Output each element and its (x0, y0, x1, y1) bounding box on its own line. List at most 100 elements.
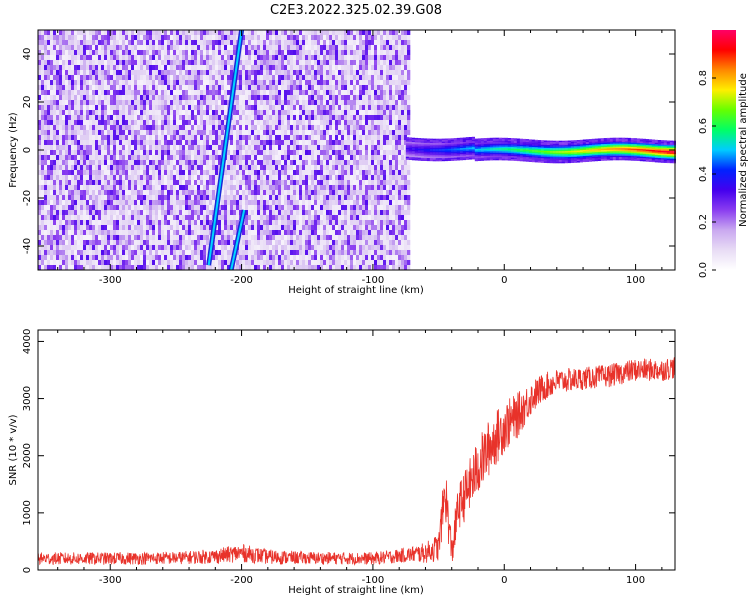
heatmap-cell (200, 195, 204, 200)
heatmap-cell (44, 95, 48, 100)
heatmap-cell (83, 260, 87, 265)
heatmap-cell (338, 40, 342, 45)
heatmap-cell (320, 230, 324, 235)
heatmap-cell (275, 210, 279, 215)
heatmap-cell (41, 130, 45, 135)
heatmap-cell (104, 210, 108, 215)
heatmap-cell (194, 150, 198, 155)
heatmap-cell (311, 50, 315, 55)
heatmap-cell (347, 220, 351, 225)
heatmap-cell (200, 150, 204, 155)
heatmap-cell (161, 220, 165, 225)
heatmap-cell (143, 185, 147, 190)
heatmap-cell (77, 85, 81, 90)
heatmap-cell (101, 90, 105, 95)
heatmap-cell (53, 70, 57, 75)
heatmap-cell (137, 125, 141, 130)
heatmap-cell (293, 165, 297, 170)
heatmap-cell (203, 250, 207, 255)
heatmap-cell (254, 100, 258, 105)
heatmap-cell (311, 250, 315, 255)
heatmap-cell (41, 260, 45, 265)
heatmap-cell (197, 265, 201, 270)
heatmap-cell (314, 60, 318, 65)
heatmap-cell (59, 85, 63, 90)
heatmap-cell (308, 30, 312, 35)
heatmap-cell (329, 155, 333, 160)
heatmap-cell (161, 45, 165, 50)
heatmap-cell (239, 70, 243, 75)
heatmap-cell (146, 190, 150, 195)
heatmap-cell (143, 60, 147, 65)
heatmap-cell (188, 110, 192, 115)
heatmap-cell (179, 125, 183, 130)
heatmap-cell (185, 210, 189, 215)
heatmap-cell (323, 70, 327, 75)
heatmap-cell (50, 40, 54, 45)
heatmap-cell (347, 205, 351, 210)
heatmap-cell (188, 85, 192, 90)
heatmap-cell (128, 210, 132, 215)
heatmap-cell (269, 220, 273, 225)
heatmap-cell (47, 150, 51, 155)
heatmap-cell (71, 60, 75, 65)
heatmap-cell (311, 170, 315, 175)
heatmap-cell (38, 90, 42, 95)
heatmap-cell (164, 120, 168, 125)
heatmap-cell (41, 45, 45, 50)
heatmap-cell (194, 215, 198, 220)
heatmap-cell (341, 95, 345, 100)
heatmap-cell (185, 215, 189, 220)
heatmap-cell (47, 250, 51, 255)
heatmap-cell (182, 60, 186, 65)
heatmap-cell (248, 195, 252, 200)
heatmap-cell (266, 255, 270, 260)
heatmap-cell (167, 135, 171, 140)
heatmap-cell (131, 30, 135, 35)
heatmap-cell (77, 135, 81, 140)
heatmap-cell (152, 180, 156, 185)
heatmap-cell (200, 145, 204, 150)
heatmap-cell (275, 195, 279, 200)
heatmap-cell (68, 55, 72, 60)
heatmap-cell (116, 205, 120, 210)
heatmap-cell (188, 245, 192, 250)
heatmap-cell (44, 60, 48, 65)
heatmap-cell (155, 185, 159, 190)
heatmap-cell (275, 215, 279, 220)
heatmap-cell (185, 140, 189, 145)
heatmap-cell (128, 200, 132, 205)
heatmap-cell (314, 140, 318, 145)
heatmap-cell (266, 215, 270, 220)
heatmap-cell (170, 145, 174, 150)
heatmap-cell (170, 125, 174, 130)
heatmap-cell (212, 45, 216, 50)
heatmap-cell (86, 215, 90, 220)
heatmap-cell (272, 65, 276, 70)
heatmap-cell (152, 190, 156, 195)
heatmap-cell (209, 55, 213, 60)
heatmap-cell (74, 60, 78, 65)
heatmap-cell (41, 205, 45, 210)
heatmap-cell (50, 75, 54, 80)
heatmap-cell (329, 185, 333, 190)
heatmap-cell (239, 135, 243, 140)
heatmap-cell (236, 205, 240, 210)
heatmap-cell (122, 120, 126, 125)
heatmap-cell (182, 125, 186, 130)
heatmap-cell (56, 230, 60, 235)
heatmap-cell (347, 150, 351, 155)
heatmap-cell (245, 130, 249, 135)
heatmap-cell (53, 155, 57, 160)
heatmap-cell (275, 190, 279, 195)
heatmap-cell (119, 55, 123, 60)
heatmap-cell (221, 205, 225, 210)
heatmap-cell (269, 65, 273, 70)
heatmap-cell (335, 245, 339, 250)
heatmap-cell (308, 70, 312, 75)
heatmap-cell (266, 125, 270, 130)
heatmap-cell (296, 185, 300, 190)
heatmap-cell (284, 90, 288, 95)
heatmap-cell (65, 155, 69, 160)
heatmap-cell (263, 90, 267, 95)
